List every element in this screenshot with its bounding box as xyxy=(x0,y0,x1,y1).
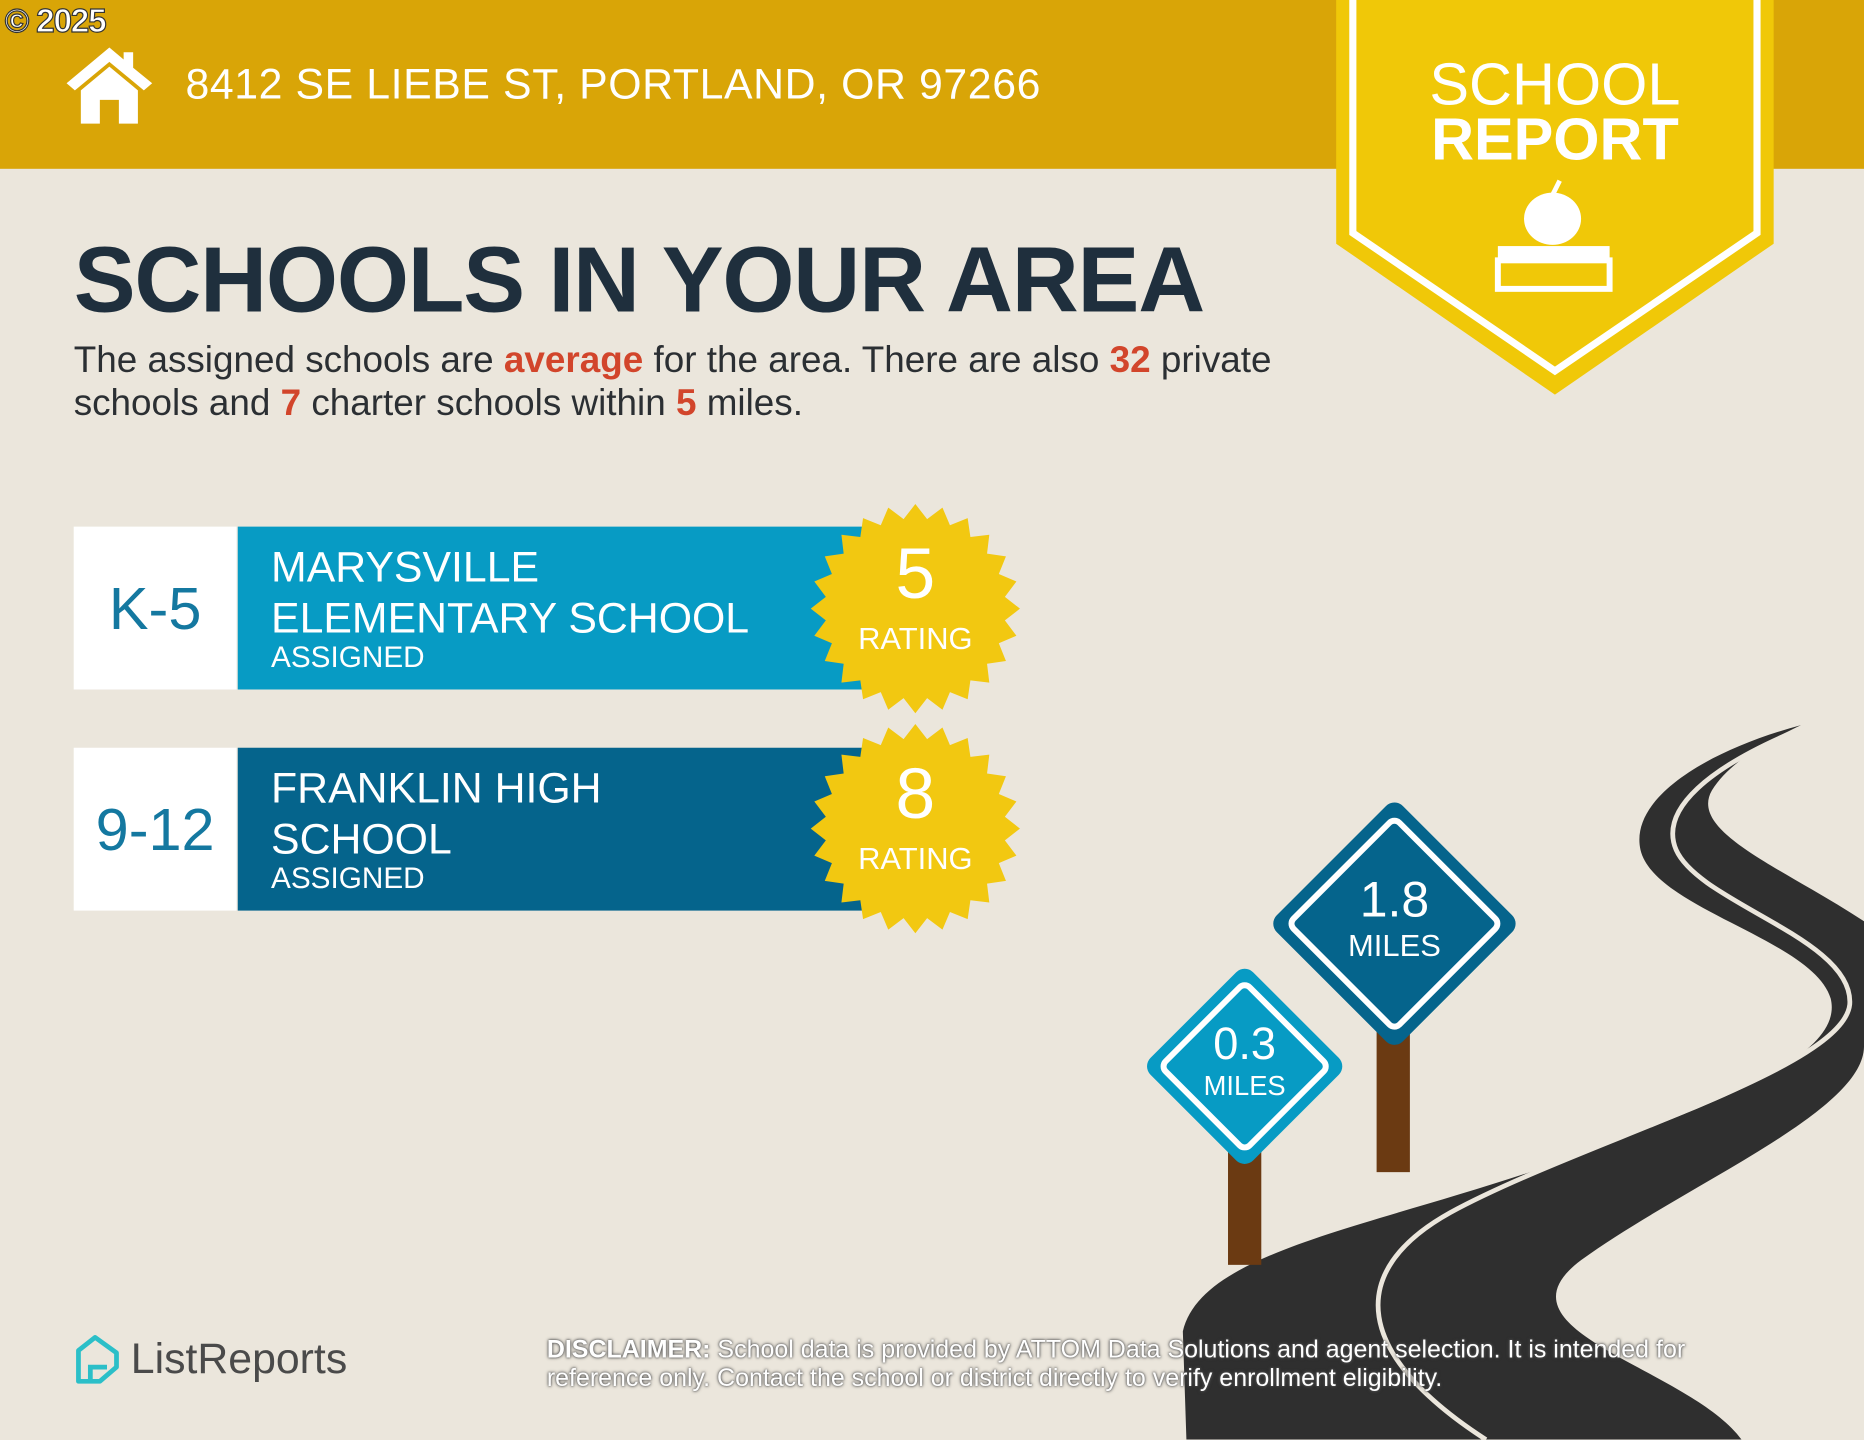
sign-post xyxy=(1376,1022,1410,1173)
summary-part: The assigned schools are xyxy=(73,338,504,381)
apple-on-books-icon xyxy=(1494,179,1613,292)
school-name: FRANKLIN HIGH SCHOOL xyxy=(271,763,602,864)
house-icon xyxy=(66,47,153,124)
sign-distance-elementary: 0.3 MILES xyxy=(1173,1020,1316,1102)
distance-sign-high xyxy=(1273,802,1516,1045)
school-status: ASSIGNED xyxy=(271,640,425,675)
grade-range: K-5 xyxy=(73,526,237,690)
rating-value: 8 xyxy=(895,753,936,834)
badge-line-2: REPORT xyxy=(1431,105,1679,173)
rating-value: 5 xyxy=(895,533,936,614)
sign-distance-high: 1.8 MILES xyxy=(1323,871,1466,965)
school-row-high: 9-12 FRANKLIN HIGH SCHOOL ASSIGNED xyxy=(73,747,883,911)
copyright: © 2025 xyxy=(4,2,107,40)
distance-value: 1.8 xyxy=(1359,871,1430,928)
school-report-badge xyxy=(1336,0,1774,395)
summary-text: The assigned schools are average for the… xyxy=(74,339,1334,425)
badge-line-1: SCHOOL xyxy=(1429,51,1681,118)
rating-badge: 8 RATING xyxy=(808,722,1022,936)
summary-part: private schools and xyxy=(73,338,1272,424)
school-band: FRANKLIN HIGH SCHOOL ASSIGNED xyxy=(237,747,883,911)
listreports-logo-icon xyxy=(76,1334,119,1384)
badge-title: SCHOOL REPORT xyxy=(1355,51,1754,173)
school-band: MARYSVILLE ELEMENTARY SCHOOL ASSIGNED xyxy=(237,526,883,690)
starburst-shape xyxy=(810,504,1020,714)
disclaimer-text: School data is provided by ATTOM Data So… xyxy=(546,1336,1686,1393)
starburst-shape xyxy=(810,723,1020,934)
distance-sign-elementary xyxy=(1147,968,1343,1164)
starburst-icon xyxy=(810,504,1020,714)
charter-count: 7 xyxy=(280,381,302,424)
summary-part: charter schools within xyxy=(301,381,676,424)
starburst-icon xyxy=(810,723,1020,934)
summary-part: for the area. There are also xyxy=(643,338,1110,381)
school-name: MARYSVILLE ELEMENTARY SCHOOL xyxy=(271,542,750,642)
radius: 5 xyxy=(675,381,697,424)
school-status: ASSIGNED xyxy=(271,861,425,896)
distance-unit: MILES xyxy=(1203,1069,1286,1101)
listreports-logo: ListReports xyxy=(74,1334,348,1384)
rating-badge: 5 RATING xyxy=(808,502,1022,716)
distance-unit: MILES xyxy=(1348,927,1441,963)
summary-part: miles. xyxy=(696,381,803,424)
road-center-line xyxy=(1375,730,1853,1440)
disclaimer: DISCLAIMER: School data is provided by A… xyxy=(547,1336,1783,1393)
rating-label: RATING xyxy=(858,620,973,657)
private-count: 32 xyxy=(1109,338,1151,381)
school-row-elementary: K-5 MARYSVILLE ELEMENTARY SCHOOL ASSIGNE… xyxy=(73,526,883,690)
road xyxy=(1182,725,1864,1440)
distance-value: 0.3 xyxy=(1213,1019,1277,1070)
disclaimer-label: DISCLAIMER: xyxy=(546,1336,711,1364)
page-title: SCHOOLS IN YOUR AREA xyxy=(73,227,1205,332)
quality-highlight: average xyxy=(503,338,644,381)
rating-label: RATING xyxy=(858,840,973,877)
grade-range: 9-12 xyxy=(73,747,237,911)
logo-text: ListReports xyxy=(130,1333,348,1383)
property-address: 8412 SE LIEBE ST, PORTLAND, OR 97266 xyxy=(185,59,1041,109)
